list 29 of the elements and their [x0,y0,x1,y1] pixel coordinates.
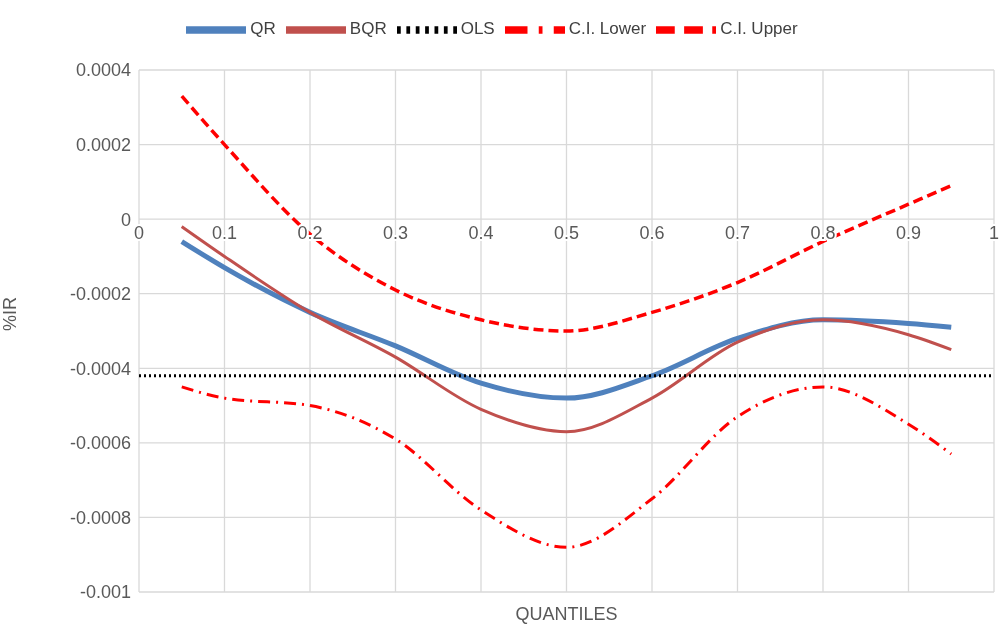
y-axis-title: %IR [0,296,21,331]
x-tick-label: 0.1 [211,223,238,244]
y-tick-label: -0.0002 [69,284,131,305]
legend-label: C.I. Upper [720,19,798,39]
y-tick-label: 0 [120,209,131,230]
y-tick-label: -0.0008 [69,507,131,528]
y-tick-label: 0.0004 [75,60,131,81]
legend-label: C.I. Lower [568,19,647,39]
y-tick-label: -0.0004 [69,358,131,379]
legend-label: QR [250,19,276,39]
x-axis-title: QUANTILES [515,604,618,624]
y-tick-label: -0.0006 [69,433,131,454]
x-tick-label: 0.8 [810,223,836,244]
x-tick-label: 0.6 [639,223,665,244]
line-series [180,94,953,333]
y-tick-label: 0.0002 [75,134,131,155]
x-tick-label: 0.5 [553,223,580,244]
legend-label: BQR [349,19,387,39]
line-series [180,225,953,434]
legend-label: OLS [460,19,495,39]
y-tick-label: -0.001 [79,582,131,603]
line-series [180,385,953,549]
x-tick-label: 0.9 [895,223,922,244]
x-tick-label: 0 [133,223,145,244]
x-tick-label: 1 [988,223,1000,244]
x-tick-label: 0.2 [297,223,323,244]
x-tick-label: 0.4 [468,223,494,244]
x-tick-label: 0.7 [724,223,751,244]
x-tick-label: 0.3 [382,223,409,244]
